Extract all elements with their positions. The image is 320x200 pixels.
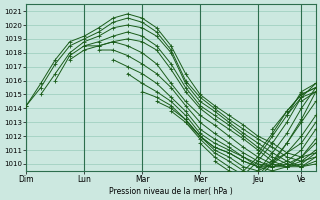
X-axis label: Pression niveau de la mer( hPa ): Pression niveau de la mer( hPa ) (109, 187, 233, 196)
